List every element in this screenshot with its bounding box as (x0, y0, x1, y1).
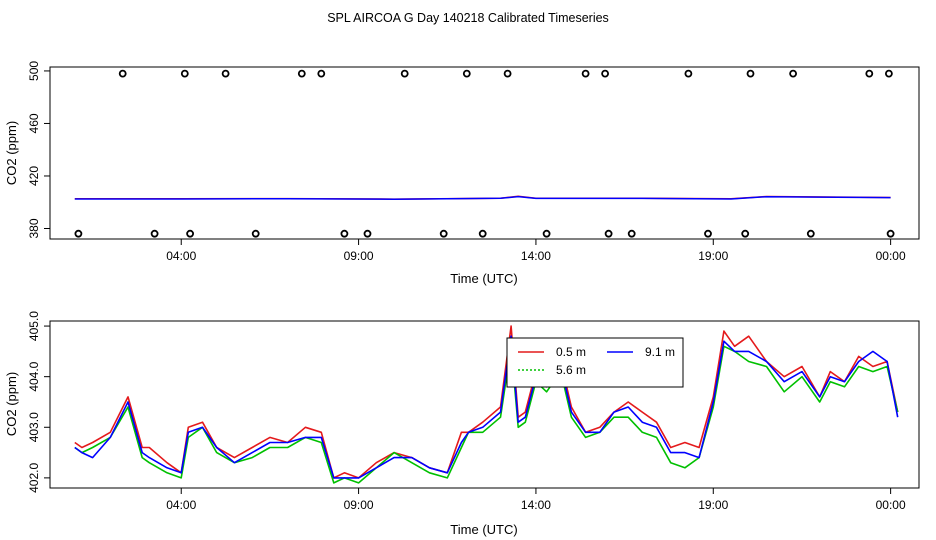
y-tick-label: 403.0 (27, 412, 41, 442)
x-tick-label: 14:00 (521, 498, 551, 512)
y-tick-label: 405.0 (27, 311, 41, 341)
outlier-high-point (462, 69, 471, 78)
panel-1-series-lines (74, 195, 891, 200)
outlier-low-point (74, 229, 83, 238)
legend-label: 9.1 m (645, 345, 675, 359)
x-tick-label: 19:00 (698, 249, 728, 263)
outlier-low-point (627, 229, 636, 238)
x-tick-label: 14:00 (521, 249, 551, 263)
outlier-low-point (604, 229, 613, 238)
outlier-low-point (363, 229, 372, 238)
figure-title: SPL AIRCOA G Day 140218 Calibrated Times… (327, 11, 609, 25)
outlier-high-point (746, 69, 755, 78)
panel-2-series-lines (74, 325, 899, 484)
outlier-low-point (886, 229, 895, 238)
outlier-low-point (150, 229, 159, 238)
series-line-9-1-m (74, 335, 899, 479)
outlier-low-point (186, 229, 195, 238)
outlier-low-point (741, 229, 750, 238)
panel-2-frame (49, 320, 920, 489)
outlier-high-point (221, 69, 230, 78)
x-tick-label: 00:00 (876, 498, 906, 512)
outlier-high-point (503, 69, 512, 78)
panel-1-x-axis: 04:00 09:00 14:00 19:00 00:00 (166, 239, 906, 263)
raw-co2-panel: 04:00 09:00 14:00 19:00 00:00 380 420 460 500 T… (4, 61, 920, 286)
x-tick-label: 09:00 (344, 249, 374, 263)
x-tick-label: 04:00 (166, 498, 196, 512)
y-tick-label: 420 (27, 166, 41, 186)
outlier-low-point (478, 229, 487, 238)
panel-2-x-label: Time (UTC) (450, 522, 517, 537)
outlier-high-point (789, 69, 797, 78)
outlier-low-point (251, 229, 260, 238)
outlier-high-point (400, 69, 409, 78)
x-tick-label: 09:00 (344, 498, 374, 512)
y-tick-label: 460 (27, 113, 41, 133)
panel-1-y-label: CO2 (ppm) (4, 121, 19, 185)
outlier-low-point (439, 229, 448, 238)
outlier-high-point (297, 69, 306, 78)
outlier-low-point (704, 229, 712, 238)
legend-label: 0.5 m (556, 345, 586, 359)
outlier-low-point (542, 229, 551, 238)
calibrated-co2-panel: 04:00 09:00 14:00 19:00 00:00 402.0 403.0 404.… (4, 311, 920, 537)
outlier-high-point (601, 69, 609, 78)
x-tick-label: 04:00 (166, 249, 196, 263)
y-tick-label: 402.0 (27, 463, 41, 493)
panel-1-outlier-points (74, 69, 895, 238)
x-tick-label: 00:00 (876, 249, 906, 263)
outlier-low-point (806, 229, 815, 238)
outlier-high-point (885, 69, 893, 78)
panel-1-frame (49, 66, 920, 240)
panel-1-y-axis: 380 420 460 500 (27, 61, 50, 239)
x-tick-label: 19:00 (698, 498, 728, 512)
outlier-high-point (581, 69, 590, 78)
legend-box (506, 337, 684, 388)
panel-1-series-line-1 (74, 195, 891, 200)
panel-2-y-label: CO2 (ppm) (4, 372, 19, 436)
legend: 0.5 m 5.6 m 9.1 m (506, 337, 684, 388)
legend-label: 5.6 m (556, 363, 586, 377)
panel-2-y-axis: 402.0 403.0 404.0 405.0 (27, 311, 50, 493)
y-tick-label: 404.0 (27, 361, 41, 391)
outlier-high-point (118, 69, 127, 78)
outlier-low-point (340, 229, 349, 238)
outlier-high-point (180, 69, 189, 78)
panel-1-x-label: Time (UTC) (450, 271, 517, 286)
outlier-high-point (317, 69, 326, 78)
panel-2-x-axis: 04:00 09:00 14:00 19:00 00:00 (166, 488, 906, 512)
y-tick-label: 500 (27, 61, 41, 81)
series-line-0-5-m (74, 325, 899, 479)
y-tick-label: 380 (27, 218, 41, 238)
outlier-high-point (684, 69, 693, 78)
series-line-5-6-m (74, 345, 899, 484)
outlier-high-point (865, 69, 874, 78)
